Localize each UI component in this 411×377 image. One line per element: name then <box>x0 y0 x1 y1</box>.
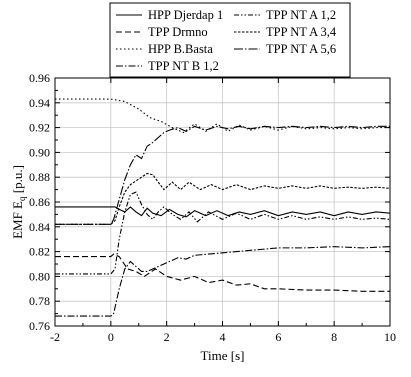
x-tick-labels: -2 0 2 4 6 8 10 <box>50 330 396 344</box>
y-axis-title-unit: [p.u.] <box>10 165 25 193</box>
y-tick-label: 0.90 <box>29 145 50 159</box>
series-line-7 <box>55 125 390 225</box>
x-tick-label: 10 <box>384 330 396 344</box>
series-line-1 <box>55 206 391 218</box>
legend-label-4: TPP NT B 1,2 <box>148 59 219 73</box>
series-group <box>55 98 391 317</box>
y-tick-labels: 0.76 0.78 0.80 0.82 0.84 0.86 0.88 0.90 0.92 0.94… <box>29 71 50 333</box>
grid <box>55 78 390 326</box>
legend-label-2: TPP Drmno <box>148 25 208 39</box>
y-tick-label: 0.78 <box>29 294 50 308</box>
legend-label-3: HPP B.Basta <box>148 42 213 56</box>
y-tick-label: 0.80 <box>29 269 50 283</box>
legend-label-6: TPP NT A 3,4 <box>266 25 337 39</box>
legend-label-7: TPP NT A 5,6 <box>266 42 336 56</box>
x-tick-label: 6 <box>275 330 281 344</box>
legend-box <box>109 2 351 78</box>
x-tick-label: 2 <box>164 330 170 344</box>
x-tick-label: -2 <box>50 330 60 344</box>
y-tick-label: 0.84 <box>29 220 50 234</box>
legend-label-5: TPP NT A 1,2 <box>266 8 336 22</box>
y-axis-title-main: EMF E <box>10 201 25 239</box>
series-line-5 <box>55 191 391 275</box>
y-axis-title: EMF Eq [p.u.] <box>10 165 27 239</box>
legend-label-1: HPP Djerdap 1 <box>148 8 223 22</box>
y-tick-label: 0.92 <box>29 121 50 135</box>
y-tick-label: 0.88 <box>29 170 50 184</box>
y-tick-label: 0.86 <box>29 195 50 209</box>
x-tick-label: 0 <box>108 330 114 344</box>
legend: HPP Djerdap 1 TPP NT A 1,2 TPP Drmno TPP NT… <box>109 2 351 78</box>
series-line-4 <box>55 246 391 317</box>
y-tick-label: 0.94 <box>29 96 50 110</box>
x-tick-label: 8 <box>331 330 337 344</box>
x-axis-title: Time [s] <box>201 348 245 363</box>
series-line-6 <box>55 172 391 225</box>
y-axis-title-subscript: q <box>17 196 27 201</box>
y-tick-label: 0.96 <box>29 71 50 85</box>
y-tick-label: 0.76 <box>29 319 50 333</box>
series-line-3 <box>55 98 390 134</box>
y-tick-label: 0.82 <box>29 245 50 259</box>
series-line-2 <box>55 253 390 292</box>
x-tick-label: 4 <box>220 330 226 344</box>
ticks <box>54 77 391 327</box>
